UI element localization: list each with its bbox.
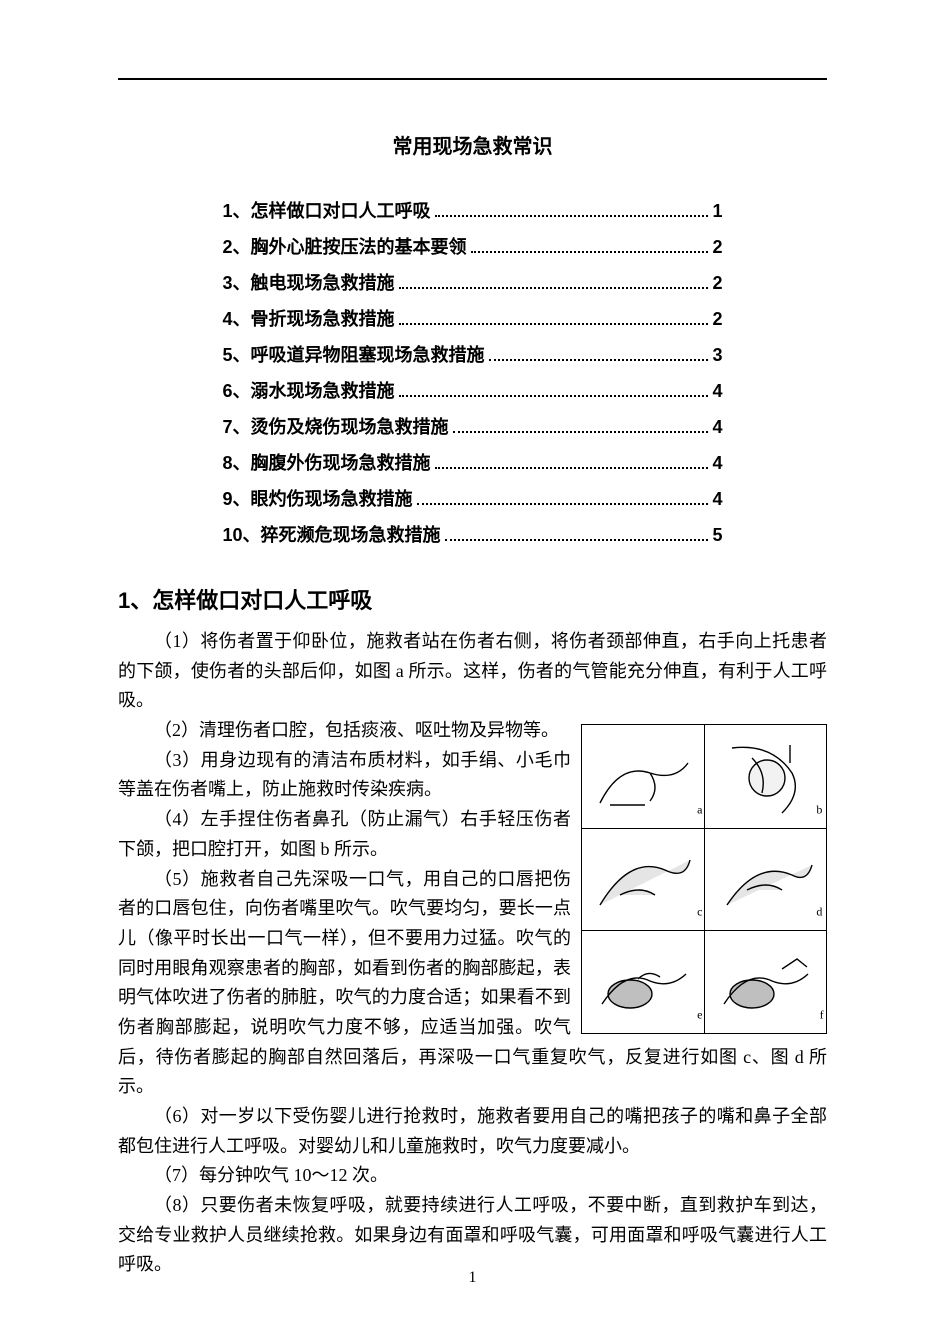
sketch-icon xyxy=(712,835,818,923)
toc-label: 呼吸道异物阻塞现场急救措施 xyxy=(251,337,485,373)
toc-num: 9、 xyxy=(223,481,251,517)
toc-label: 触电现场急救措施 xyxy=(251,265,395,301)
toc-page: 3 xyxy=(712,337,722,373)
figure-grid: a b c d e f xyxy=(581,724,827,1034)
figure-grid-vline xyxy=(704,725,705,1033)
figure-cell-label: e xyxy=(697,1005,702,1025)
paragraph: （7）每分钟吹气 10～12 次。 xyxy=(118,1161,827,1191)
toc-leader xyxy=(445,539,709,541)
toc-page: 4 xyxy=(712,409,722,445)
toc-num: 1、 xyxy=(223,193,251,229)
toc-page: 4 xyxy=(712,373,722,409)
toc-leader xyxy=(435,215,709,217)
document-page: 常用现场急救常识 1、 怎样做口对口人工呼吸 1 2、 胸外心脏按压法的基本要领… xyxy=(0,0,945,1337)
toc-num: 6、 xyxy=(223,373,251,409)
toc-leader xyxy=(399,323,709,325)
toc-num: 10、 xyxy=(223,517,261,553)
page-number: 1 xyxy=(0,1269,945,1287)
toc-leader xyxy=(399,287,709,289)
toc-row: 7、 烫伤及烧伤现场急救措施 4 xyxy=(223,409,723,445)
toc-num: 7、 xyxy=(223,409,251,445)
toc-leader xyxy=(453,431,709,433)
toc-row: 6、 溺水现场急救措施 4 xyxy=(223,373,723,409)
sketch-icon xyxy=(590,835,696,923)
figure-grid-hline xyxy=(582,828,826,829)
table-of-contents: 1、 怎样做口对口人工呼吸 1 2、 胸外心脏按压法的基本要领 2 3、 触电现… xyxy=(223,193,723,553)
toc-num: 2、 xyxy=(223,229,251,265)
toc-label: 眼灼伤现场急救措施 xyxy=(251,481,413,517)
toc-label: 猝死濒危现场急救措施 xyxy=(261,517,441,553)
toc-label: 胸腹外伤现场急救措施 xyxy=(251,445,431,481)
sketch-icon xyxy=(590,939,696,1027)
toc-row: 10、 猝死濒危现场急救措施 5 xyxy=(223,517,723,553)
section-heading: 1、怎样做口对口人工呼吸 xyxy=(118,583,827,615)
toc-num: 8、 xyxy=(223,445,251,481)
toc-row: 4、 骨折现场急救措施 2 xyxy=(223,301,723,337)
toc-label: 烫伤及烧伤现场急救措施 xyxy=(251,409,449,445)
toc-num: 5、 xyxy=(223,337,251,373)
sketch-icon xyxy=(590,733,696,821)
toc-row: 2、 胸外心脏按压法的基本要领 2 xyxy=(223,229,723,265)
toc-page: 5 xyxy=(712,517,722,553)
toc-row: 9、 眼灼伤现场急救措施 4 xyxy=(223,481,723,517)
figure-cell-label: c xyxy=(697,902,702,922)
figure-cell-label: a xyxy=(697,800,702,820)
toc-page: 2 xyxy=(712,265,722,301)
toc-label: 胸外心脏按压法的基本要领 xyxy=(251,229,467,265)
paragraph: （8）只要伤者未恢复呼吸，就要持续进行人工呼吸，不要中断，直到救护车到达，交给专… xyxy=(118,1191,827,1280)
toc-page: 4 xyxy=(712,481,722,517)
toc-page: 1 xyxy=(712,193,722,229)
toc-page: 2 xyxy=(712,301,722,337)
toc-page: 2 xyxy=(712,229,722,265)
toc-leader xyxy=(417,503,709,505)
top-rule xyxy=(118,78,827,80)
sketch-icon xyxy=(712,939,818,1027)
toc-leader xyxy=(471,251,709,253)
toc-label: 骨折现场急救措施 xyxy=(251,301,395,337)
paragraph: （1）将伤者置于仰卧位，施救者站在伤者右侧，将伤者颈部伸直，右手向上托患者的下颌… xyxy=(118,627,827,716)
toc-row: 3、 触电现场急救措施 2 xyxy=(223,265,723,301)
toc-num: 3、 xyxy=(223,265,251,301)
figure-grid-hline xyxy=(582,930,826,931)
toc-page: 4 xyxy=(712,445,722,481)
toc-row: 1、 怎样做口对口人工呼吸 1 xyxy=(223,193,723,229)
toc-row: 8、 胸腹外伤现场急救措施 4 xyxy=(223,445,723,481)
toc-row: 5、 呼吸道异物阻塞现场急救措施 3 xyxy=(223,337,723,373)
toc-leader xyxy=(489,359,709,361)
figure-cell-label: f xyxy=(820,1005,824,1025)
document-title: 常用现场急救常识 xyxy=(118,130,827,159)
sketch-icon xyxy=(712,733,818,821)
toc-label: 溺水现场急救措施 xyxy=(251,373,395,409)
body-text: （1）将伤者置于仰卧位，施救者站在伤者右侧，将伤者颈部伸直，右手向上托患者的下颌… xyxy=(118,627,827,1280)
toc-leader xyxy=(399,395,709,397)
toc-leader xyxy=(435,467,709,469)
toc-label: 怎样做口对口人工呼吸 xyxy=(251,193,431,229)
paragraph: （6）对一岁以下受伤婴儿进行抢救时，施救者要用自己的嘴把孩子的嘴和鼻子全部都包住… xyxy=(118,1102,827,1161)
toc-num: 4、 xyxy=(223,301,251,337)
